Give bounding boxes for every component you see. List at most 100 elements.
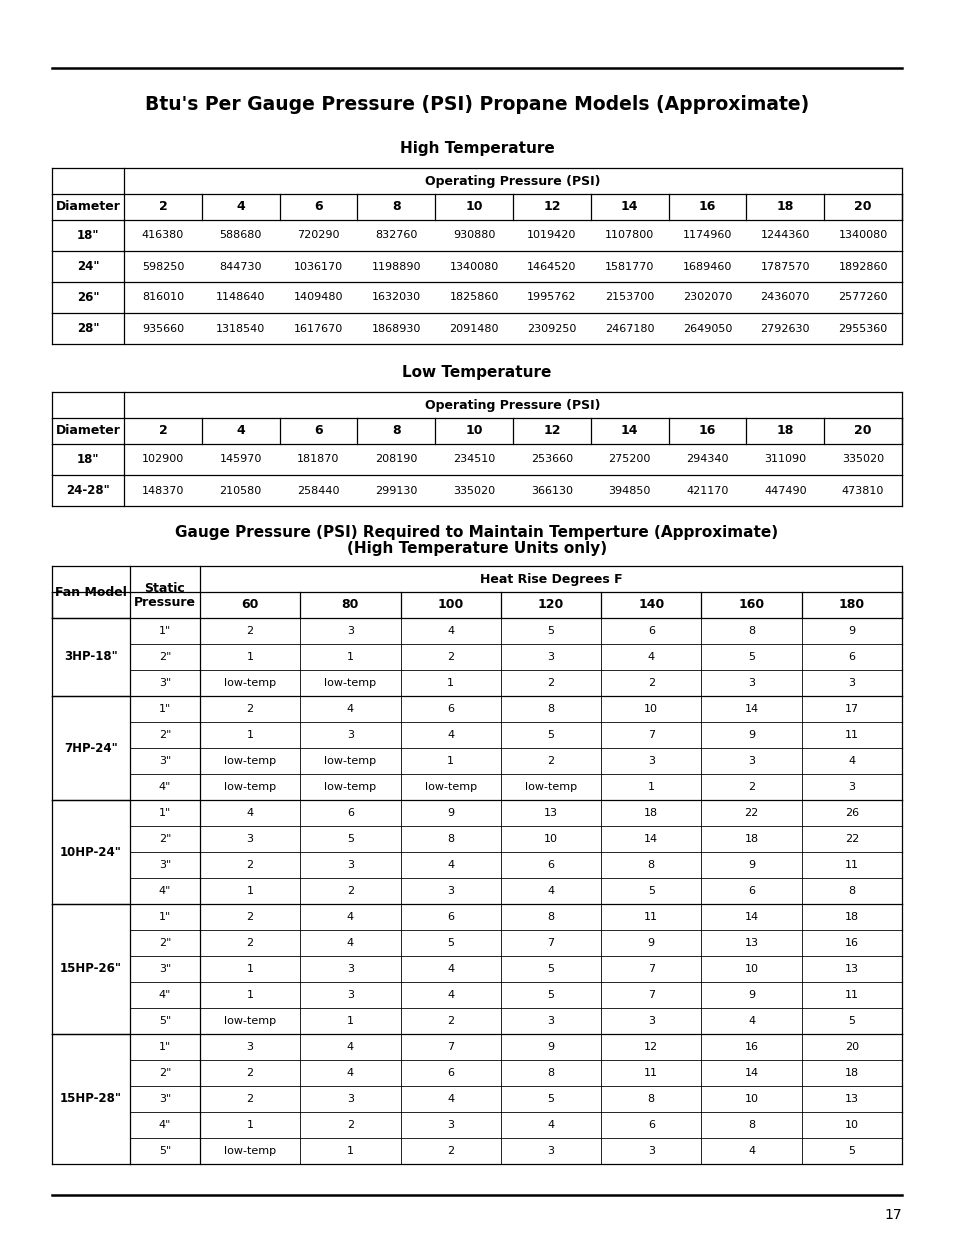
Text: 1": 1" xyxy=(159,1042,171,1052)
Text: 17: 17 xyxy=(883,1208,901,1221)
Text: 294340: 294340 xyxy=(685,454,728,464)
Text: 832760: 832760 xyxy=(375,231,417,241)
Text: 3: 3 xyxy=(447,885,454,897)
Text: 14: 14 xyxy=(620,425,638,437)
Text: Heat Rise Degrees F: Heat Rise Degrees F xyxy=(479,573,621,585)
Text: 4: 4 xyxy=(747,1146,755,1156)
Text: 11: 11 xyxy=(643,1068,658,1078)
Text: 3: 3 xyxy=(347,730,354,740)
Text: 100: 100 xyxy=(437,599,463,611)
Text: 935660: 935660 xyxy=(142,324,184,333)
Text: 7: 7 xyxy=(647,965,654,974)
Text: Operating Pressure (PSI): Operating Pressure (PSI) xyxy=(425,174,600,188)
Text: 20: 20 xyxy=(854,425,871,437)
Text: 1787570: 1787570 xyxy=(760,262,809,272)
Text: 18: 18 xyxy=(844,911,858,923)
Text: 9: 9 xyxy=(547,1042,554,1052)
Text: 5": 5" xyxy=(159,1016,171,1026)
Text: 1: 1 xyxy=(447,756,454,766)
Text: low-temp: low-temp xyxy=(224,1146,276,1156)
Text: 1464520: 1464520 xyxy=(527,262,576,272)
Text: 2: 2 xyxy=(246,1068,253,1078)
Text: Pressure: Pressure xyxy=(133,595,195,609)
Text: 3: 3 xyxy=(547,1146,554,1156)
Text: 5: 5 xyxy=(547,965,554,974)
Text: 11: 11 xyxy=(643,911,658,923)
Text: 3: 3 xyxy=(647,1146,654,1156)
Text: 2: 2 xyxy=(246,1094,253,1104)
Text: 11: 11 xyxy=(844,990,858,1000)
Text: 1036170: 1036170 xyxy=(294,262,343,272)
Text: 4": 4" xyxy=(158,885,171,897)
Text: 5: 5 xyxy=(547,626,554,636)
Text: 10: 10 xyxy=(465,200,482,214)
Text: 1107800: 1107800 xyxy=(604,231,654,241)
Text: (High Temperature Units only): (High Temperature Units only) xyxy=(347,541,606,556)
Text: 22: 22 xyxy=(843,834,858,844)
Text: 2302070: 2302070 xyxy=(682,293,731,303)
Text: 9: 9 xyxy=(647,939,654,948)
Text: 1: 1 xyxy=(247,965,253,974)
Text: 16: 16 xyxy=(743,1042,758,1052)
Text: low-temp: low-temp xyxy=(324,678,376,688)
Text: 311090: 311090 xyxy=(763,454,805,464)
Text: Fan Model: Fan Model xyxy=(55,585,127,599)
Text: 3": 3" xyxy=(159,678,171,688)
Text: 258440: 258440 xyxy=(297,485,339,495)
Text: 1318540: 1318540 xyxy=(215,324,265,333)
Text: Btu's Per Gauge Pressure (PSI) Propane Models (Approximate): Btu's Per Gauge Pressure (PSI) Propane M… xyxy=(145,95,808,115)
Text: 26: 26 xyxy=(844,808,858,818)
Text: low-temp: low-temp xyxy=(424,782,476,792)
Text: 1: 1 xyxy=(347,1146,354,1156)
Text: 140: 140 xyxy=(638,599,663,611)
Text: 2: 2 xyxy=(158,200,167,214)
Text: 2": 2" xyxy=(158,834,171,844)
Text: 3": 3" xyxy=(159,965,171,974)
Text: 2309250: 2309250 xyxy=(527,324,576,333)
Text: 5: 5 xyxy=(547,990,554,1000)
Text: 2: 2 xyxy=(246,704,253,714)
Text: 366130: 366130 xyxy=(530,485,573,495)
Text: 18: 18 xyxy=(643,808,658,818)
Text: 160: 160 xyxy=(738,599,764,611)
Text: 1": 1" xyxy=(159,911,171,923)
Text: 210580: 210580 xyxy=(219,485,261,495)
Text: 208190: 208190 xyxy=(375,454,417,464)
Text: 10: 10 xyxy=(844,1120,858,1130)
Text: 26": 26" xyxy=(76,291,99,304)
Text: 1632030: 1632030 xyxy=(372,293,420,303)
Text: 2153700: 2153700 xyxy=(604,293,654,303)
Text: 1148640: 1148640 xyxy=(215,293,265,303)
Text: 4: 4 xyxy=(246,808,253,818)
Text: 9: 9 xyxy=(747,730,755,740)
Text: Operating Pressure (PSI): Operating Pressure (PSI) xyxy=(425,399,600,411)
Text: 4: 4 xyxy=(747,1016,755,1026)
Text: 3: 3 xyxy=(747,756,754,766)
Text: 11: 11 xyxy=(844,860,858,869)
Text: 416380: 416380 xyxy=(142,231,184,241)
Text: 8: 8 xyxy=(647,860,654,869)
Text: 1: 1 xyxy=(347,1016,354,1026)
Text: 4": 4" xyxy=(158,990,171,1000)
Text: 1: 1 xyxy=(247,730,253,740)
Text: 1825860: 1825860 xyxy=(449,293,498,303)
Text: 18": 18" xyxy=(76,453,99,466)
Text: 5: 5 xyxy=(847,1016,855,1026)
Text: 598250: 598250 xyxy=(142,262,184,272)
Text: 3": 3" xyxy=(159,756,171,766)
Text: 299130: 299130 xyxy=(375,485,417,495)
Text: 1: 1 xyxy=(247,1120,253,1130)
Text: 10: 10 xyxy=(743,965,758,974)
Text: 3: 3 xyxy=(247,834,253,844)
Text: 3: 3 xyxy=(247,1042,253,1052)
Text: 18: 18 xyxy=(743,834,758,844)
Text: 3": 3" xyxy=(159,1094,171,1104)
Text: low-temp: low-temp xyxy=(524,782,577,792)
Text: 4: 4 xyxy=(236,425,245,437)
Text: 8: 8 xyxy=(392,200,400,214)
Text: 145970: 145970 xyxy=(219,454,262,464)
Text: 102900: 102900 xyxy=(142,454,184,464)
Text: 17: 17 xyxy=(844,704,858,714)
Text: 1581770: 1581770 xyxy=(604,262,654,272)
Text: High Temperature: High Temperature xyxy=(399,141,554,156)
